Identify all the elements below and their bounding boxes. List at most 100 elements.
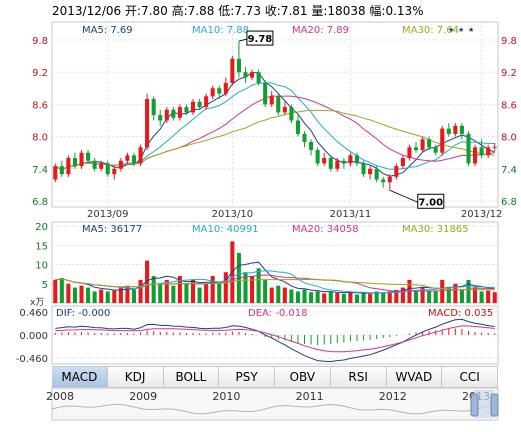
tab-psy[interactable]: PSY xyxy=(219,367,275,387)
volume-bar xyxy=(413,291,419,303)
price-tick-right: 8.0 xyxy=(501,133,517,144)
candle-body xyxy=(164,109,169,121)
price-tick-left: 8.0 xyxy=(32,133,48,144)
candle-body xyxy=(400,158,405,167)
volume-bar xyxy=(394,289,399,303)
candle-body xyxy=(459,125,464,134)
navigator-trend-line xyxy=(51,403,499,415)
volume-bar xyxy=(243,272,248,303)
volume-ma-line xyxy=(55,270,495,294)
volume-bar xyxy=(59,277,64,303)
candle-body xyxy=(420,139,425,151)
candle-body xyxy=(368,168,373,175)
tab-macd[interactable]: MACD xyxy=(52,367,108,387)
marker-star-icon: ★ xyxy=(448,26,454,34)
annotation-leader xyxy=(389,189,418,203)
volume-unit: x万 xyxy=(30,298,44,308)
candle-body xyxy=(118,160,123,169)
volume-bar xyxy=(269,287,274,303)
volume-bar xyxy=(250,276,255,303)
volume-bar xyxy=(492,292,497,303)
candle-body xyxy=(269,96,274,105)
tab-obv[interactable]: OBV xyxy=(275,367,331,387)
candle-body xyxy=(354,155,360,164)
volume-bar xyxy=(276,285,281,303)
candle-body xyxy=(243,72,248,78)
navigator-frame xyxy=(51,387,499,421)
tab-boll[interactable]: BOLL xyxy=(164,367,220,387)
price-ma-legend: MA5: 7.69 xyxy=(82,25,133,36)
candle-body xyxy=(79,152,84,167)
candle-body xyxy=(289,107,294,121)
candle-body xyxy=(138,147,143,164)
volume-bar xyxy=(53,279,58,303)
navigator-selection xyxy=(474,390,494,418)
volume-bar xyxy=(486,290,491,303)
date-tick: 2013/12 xyxy=(461,209,503,220)
volume-bar xyxy=(79,285,84,303)
indicator-tabs: MACD KDJ BOLL PSY OBV RSI WVAD CCI xyxy=(52,366,498,388)
volume-bar xyxy=(459,289,464,303)
volume-bar xyxy=(374,291,379,303)
quote-volume: 量:18038 xyxy=(311,4,366,18)
tab-wvad[interactable]: WVAD xyxy=(387,367,443,387)
price-ma-legend: MA30: 7.64 xyxy=(402,25,459,36)
candle-body xyxy=(151,99,156,116)
volume-bar xyxy=(263,279,268,303)
volume-tick: 10 xyxy=(35,261,48,272)
volume-bar xyxy=(145,260,150,303)
price-tick-right: 8.6 xyxy=(501,100,517,111)
volume-bar xyxy=(138,279,143,303)
navigator-year: 2011 xyxy=(296,390,324,403)
candle-body xyxy=(282,107,287,113)
price-panel-frame xyxy=(51,21,499,208)
candle-body xyxy=(72,158,77,167)
candle-body xyxy=(230,58,235,83)
candle-body xyxy=(295,120,300,134)
volume-bar xyxy=(295,291,300,303)
navigator-year: 2008 xyxy=(46,390,74,403)
volume-bar xyxy=(322,293,327,303)
volume-bar xyxy=(92,291,97,303)
price-tick-left: 6.8 xyxy=(32,197,48,208)
navigator-right-handle[interactable] xyxy=(490,393,499,417)
volume-bar xyxy=(112,290,117,303)
volume-bar xyxy=(190,279,196,303)
macd-dea-line xyxy=(55,325,495,353)
candle-body xyxy=(59,166,64,175)
candle-body xyxy=(433,147,438,153)
candle-body xyxy=(217,88,222,94)
tab-rsi[interactable]: RSI xyxy=(331,367,387,387)
candle-body xyxy=(276,96,281,113)
volume-bar xyxy=(66,283,71,303)
volume-bar xyxy=(328,291,333,303)
volume-bar xyxy=(315,291,320,303)
candle-body xyxy=(427,139,432,148)
macd-tick: 0.000 xyxy=(19,331,48,342)
volume-bar xyxy=(440,279,445,303)
volume-tick: 15 xyxy=(35,241,48,252)
volume-bar xyxy=(335,292,340,303)
candle-body xyxy=(66,158,71,175)
volume-bar xyxy=(433,290,438,303)
tab-kdj[interactable]: KDJ xyxy=(108,367,164,387)
macd-tick: -0.460 xyxy=(16,354,48,365)
volume-bar xyxy=(151,276,156,303)
price-ma-legend: MA20: 7.89 xyxy=(292,25,349,36)
candle-body xyxy=(466,133,471,164)
price-tick-right: 6.8 xyxy=(501,197,517,208)
candle-body xyxy=(131,155,137,164)
tab-cci[interactable]: CCI xyxy=(442,367,498,387)
quote-low: 低:7.73 xyxy=(218,4,261,18)
candle-body xyxy=(302,133,307,142)
volume-bar xyxy=(171,285,176,303)
volume-ma-legend: MA30: 31865 xyxy=(402,224,469,235)
volume-bar xyxy=(197,287,202,303)
price-tick-right: 9.8 xyxy=(501,36,517,47)
candle-body xyxy=(381,179,386,183)
navigator-left-handle[interactable] xyxy=(470,393,479,417)
volume-bar xyxy=(256,268,261,303)
volume-bar xyxy=(223,272,228,303)
date-tick: 2013/11 xyxy=(330,209,372,220)
volume-bar xyxy=(341,293,346,303)
